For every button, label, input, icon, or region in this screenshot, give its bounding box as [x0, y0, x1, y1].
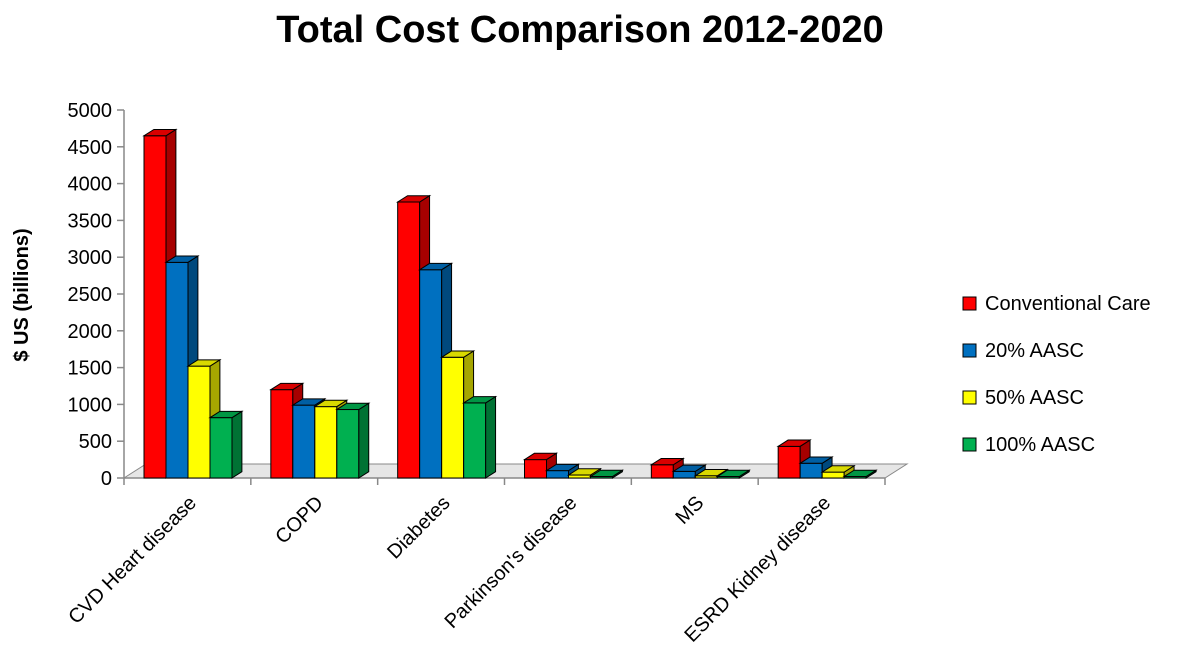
bar-front [546, 470, 569, 479]
bar-front [524, 459, 547, 479]
bar-top [417, 262, 454, 271]
x-category-label: MS [672, 492, 709, 529]
legend-item: Conventional Care [962, 293, 1151, 315]
bar-top [395, 195, 432, 203]
bar [461, 395, 498, 479]
bar [715, 469, 751, 479]
bar-top [842, 469, 878, 478]
bar-top [693, 468, 729, 477]
bar-top [142, 128, 178, 137]
bar-top [776, 439, 812, 447]
bar-top [335, 402, 371, 411]
legend-item: 50% AASC [962, 387, 1084, 409]
bar-top [715, 469, 751, 478]
y-tick-label: 5000 [68, 100, 113, 122]
bar-front [397, 201, 421, 479]
y-tick-label: 1000 [68, 394, 113, 416]
bar-front [799, 462, 823, 479]
legend-swatch [962, 343, 977, 358]
y-tick-label: 3000 [68, 247, 113, 269]
bar-front [292, 404, 316, 479]
legend-swatch [962, 390, 977, 405]
legend-label: 20% AASC [985, 340, 1084, 362]
bar-top [820, 465, 856, 473]
y-tick-label: 2000 [68, 321, 113, 343]
bar-side [358, 402, 370, 479]
bar [335, 402, 371, 479]
bar-top [269, 382, 305, 391]
bar-front [441, 356, 465, 479]
chart-title: Total Cost Comparison 2012-2020 [276, 9, 883, 51]
bar-top [649, 457, 685, 466]
x-axis-categories: CVD Heart disease COPD DiabetesParkinson's… [64, 492, 835, 647]
bar-front [187, 365, 211, 479]
y-axis-label: $ US (billions) [11, 228, 33, 361]
y-axis: 0 500 1000 1500 2000 2500 3000 3500 4000 4500 5000 [68, 100, 886, 490]
bar-top [544, 463, 581, 472]
legend-swatch [962, 437, 977, 452]
x-category-label: Diabetes [383, 492, 454, 563]
bar-top [566, 468, 603, 476]
x-category-label: ESRD Kidney disease [680, 492, 835, 647]
legend-item: 20% AASC [962, 340, 1084, 362]
bar-side [231, 410, 243, 479]
legend: Conventional Care 20% AASC 50% AASC 100% AA… [962, 293, 1151, 456]
bar-front [270, 389, 294, 479]
bar-front [650, 464, 674, 479]
bar-top [461, 396, 498, 404]
x-category-label: CVD Heart disease [64, 492, 201, 629]
bar-top [671, 464, 707, 472]
bar-top [186, 359, 222, 367]
y-tick-label: 500 [79, 431, 112, 453]
bar-top [522, 452, 559, 461]
bar-front [209, 417, 233, 479]
bar-side [485, 395, 497, 479]
bar-top [313, 399, 349, 408]
bar-top [588, 469, 625, 478]
legend-label: 50% AASC [985, 387, 1084, 409]
bar [588, 469, 625, 479]
y-tick-label: 4000 [68, 174, 113, 196]
y-tick-label: 1500 [68, 358, 113, 380]
bar-front [336, 409, 360, 479]
bar-top [208, 410, 244, 419]
bar-front [821, 471, 845, 479]
bars [142, 128, 878, 479]
legend-label: Conventional Care [985, 293, 1151, 315]
bar-top [291, 398, 327, 406]
bar [208, 410, 244, 479]
y-tick-label: 0 [101, 468, 112, 490]
y-tick-label: 4500 [68, 137, 113, 159]
legend-item: 100% AASC [962, 434, 1095, 456]
bar-front [143, 135, 167, 479]
bar-front [419, 269, 443, 479]
y-tick-label: 2500 [68, 284, 113, 306]
bar-front [314, 406, 338, 479]
bar-front [672, 470, 696, 479]
x-category-label: COPD [271, 492, 327, 548]
bar-top [164, 255, 200, 263]
bar-top [798, 456, 834, 464]
x-category-label: Parkinson's disease [441, 492, 582, 633]
bar-front [165, 261, 189, 479]
bar [842, 469, 878, 479]
bar-top [439, 350, 476, 358]
legend-label: 100% AASC [985, 434, 1095, 456]
legend-swatch [962, 296, 977, 311]
bar-front [463, 402, 487, 479]
bar-front [777, 445, 801, 479]
y-tick-label: 3500 [68, 210, 113, 232]
